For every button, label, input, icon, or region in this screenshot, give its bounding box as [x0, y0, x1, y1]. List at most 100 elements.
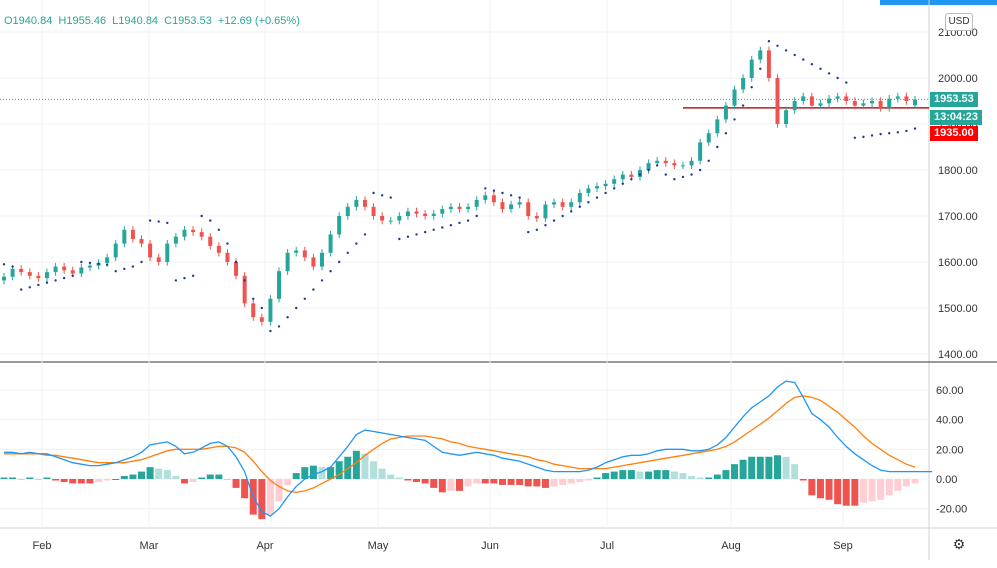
sar-dot — [286, 316, 289, 319]
histogram-bar — [138, 471, 146, 479]
candle-body — [655, 160, 660, 164]
histogram-bar — [619, 470, 627, 479]
sar-dot — [148, 219, 152, 222]
histogram-bar — [292, 473, 300, 479]
candle-body — [302, 250, 307, 258]
candle-body — [629, 174, 634, 177]
histogram-bar — [636, 471, 644, 479]
candle-body — [509, 204, 514, 210]
candle-body — [466, 206, 471, 210]
currency-button[interactable]: USD — [945, 13, 973, 31]
histogram-bar — [77, 479, 85, 484]
histogram-bar — [146, 467, 154, 479]
sar-dot — [664, 173, 667, 176]
sar-dot — [423, 230, 427, 234]
candle-body — [792, 101, 797, 111]
sar-dot — [905, 129, 908, 133]
sar-dot — [862, 135, 865, 139]
candle-body — [595, 186, 600, 189]
price-tick-label: 1400.00 — [938, 349, 978, 361]
macd-tick-label: 60.00 — [936, 385, 964, 397]
histogram-bar — [705, 477, 713, 479]
histogram-bar — [885, 479, 893, 496]
histogram-bar — [318, 467, 326, 479]
candle-body — [586, 188, 591, 193]
candle-body — [354, 199, 359, 207]
time-tick-label: Apr — [256, 540, 273, 552]
sar-dot — [698, 168, 702, 172]
candle-body — [543, 204, 548, 219]
candle-body — [165, 243, 170, 262]
price-tick-label: 1600.00 — [938, 257, 978, 269]
candle-body — [130, 229, 135, 239]
level-price-tag: 1935.00 — [930, 126, 978, 141]
candle-body — [225, 252, 230, 262]
candle-body — [79, 267, 84, 274]
sar-dot — [398, 237, 401, 241]
candle-body — [517, 202, 522, 205]
histogram-bar — [584, 479, 592, 481]
sar-dot — [45, 281, 49, 284]
histogram-bar — [258, 479, 266, 520]
sar-dot — [690, 173, 693, 176]
sar-dot — [870, 134, 874, 137]
sar-dot — [131, 265, 135, 268]
candle-body — [577, 193, 582, 203]
macd-tick-label: 0.00 — [936, 474, 957, 486]
time-tick-label: Jul — [600, 540, 614, 552]
histogram-bar — [43, 477, 51, 479]
histogram-bar — [95, 479, 103, 482]
histogram-bar — [731, 464, 739, 479]
histogram-bar — [842, 479, 850, 506]
histogram-bar — [86, 479, 94, 484]
sar-dot — [587, 201, 590, 204]
sar-dot — [312, 288, 315, 291]
candle-body — [646, 163, 651, 170]
histogram-bar — [507, 479, 515, 485]
histogram-bar — [9, 477, 17, 479]
sar-dot — [432, 228, 435, 231]
sar-dot — [836, 76, 839, 80]
settings-gear-icon[interactable]: ⚙ — [952, 536, 966, 552]
sar-dot — [37, 283, 40, 287]
candle-body — [337, 216, 342, 235]
candle-body — [182, 229, 187, 237]
sar-dot — [827, 72, 831, 75]
sar-dot — [484, 187, 487, 190]
sar-dot — [544, 224, 547, 227]
sar-dot — [509, 194, 513, 197]
histogram-bar — [120, 476, 128, 479]
candle-body — [2, 276, 6, 281]
candle-body — [191, 229, 196, 233]
sar-dot — [913, 127, 917, 130]
sar-dot — [552, 219, 556, 222]
ohlc-close: C1953.53 — [164, 15, 212, 27]
histogram-bar — [456, 479, 463, 491]
sar-dot — [518, 196, 521, 199]
histogram-bar — [34, 479, 42, 480]
sar-dot — [209, 219, 212, 222]
histogram-bar — [17, 479, 25, 480]
sar-dot — [527, 230, 530, 234]
sar-dot — [492, 189, 496, 192]
candle-body — [251, 303, 256, 318]
sar-dot — [363, 233, 367, 236]
histogram-bar — [301, 467, 309, 479]
histogram-bar — [550, 479, 558, 487]
histogram-bar — [859, 479, 867, 503]
histogram-bar — [602, 473, 610, 479]
candle-body — [526, 202, 531, 216]
candle-body — [268, 298, 273, 322]
time-tick-label: Mar — [140, 540, 159, 552]
candle-body — [904, 96, 909, 101]
candle-body — [234, 262, 239, 276]
candle-body — [414, 211, 419, 214]
time-tick-label: Sep — [833, 540, 853, 552]
sar-dot — [819, 67, 822, 71]
histogram-bar — [155, 468, 163, 479]
histogram-bar — [172, 476, 180, 479]
histogram-bar — [799, 479, 807, 481]
candle-body — [715, 119, 720, 134]
